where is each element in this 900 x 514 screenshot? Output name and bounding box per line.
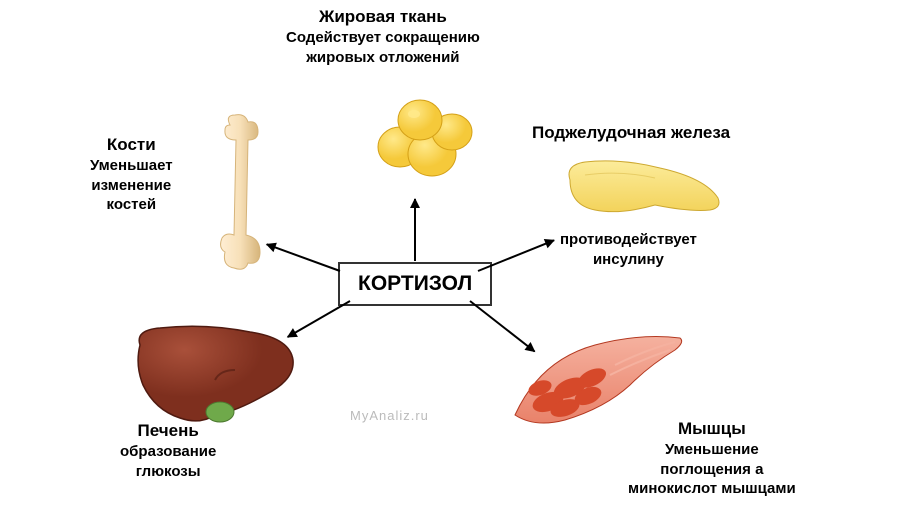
pancreas-title: Поджелудочная железа — [532, 122, 730, 144]
liver-desc: образованиеглюкозы — [120, 442, 216, 481]
liver-text: Печень образованиеглюкозы — [120, 420, 216, 481]
muscle-title: Мышцы — [628, 418, 796, 440]
arrow — [266, 243, 340, 272]
liver-icon — [125, 320, 300, 435]
arrow — [469, 300, 535, 352]
arrow — [287, 300, 350, 338]
pancreas-desc-block: противодействуетинсулину — [560, 230, 697, 269]
bones-desc: Уменьшаетизменениекостей — [90, 156, 173, 215]
muscle-desc: Уменьшениепоглощения аминокислот мышцами — [628, 440, 796, 499]
liver-title: Печень — [120, 420, 216, 442]
bones-title: Кости — [90, 134, 173, 156]
bone-icon — [210, 110, 270, 275]
arrow — [414, 199, 416, 261]
fat-title: Жировая ткань — [286, 6, 480, 28]
pancreas-title-block: Поджелудочная железа — [532, 122, 730, 144]
pancreas-icon — [560, 150, 725, 235]
fat-desc: Содействует сокращениюжировых отложений — [286, 28, 480, 67]
center-label: КОРТИЗОЛ — [338, 262, 492, 306]
arrow — [478, 239, 555, 272]
muscle-text: Мышцы Уменьшениепоглощения аминокислот м… — [628, 418, 796, 499]
center-text: КОРТИЗОЛ — [358, 272, 472, 295]
fat-tissue-icon — [370, 92, 480, 185]
fat-text: Жировая ткань Содействует сокращениюжиро… — [286, 6, 480, 67]
pancreas-desc: противодействуетинсулину — [560, 230, 697, 269]
watermark: MyAnaliz.ru — [350, 408, 429, 423]
bones-text: Кости Уменьшаетизменениекостей — [90, 134, 173, 215]
